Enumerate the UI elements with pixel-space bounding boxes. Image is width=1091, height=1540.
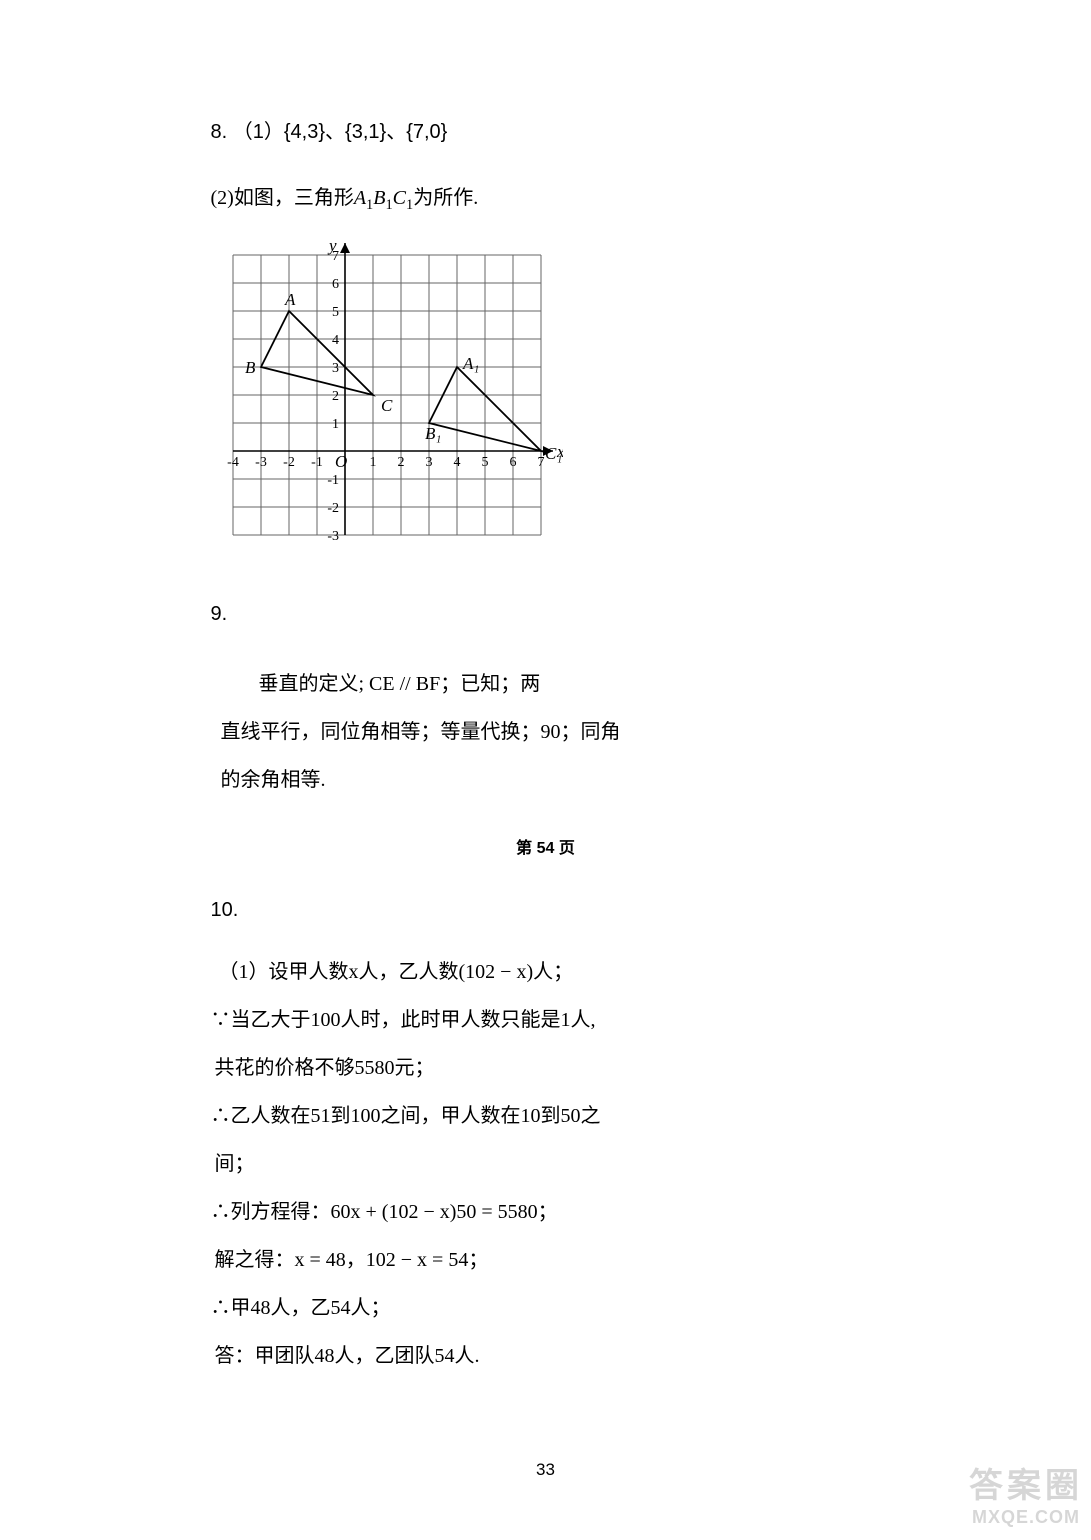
q8-line1: 8. （1）{4,3}、{3,1}、{7,0} <box>211 108 881 156</box>
q10-line-5: ∴列方程得：60x + (102 − x)50 = 5580； <box>211 1188 881 1236</box>
svg-text:B: B <box>245 358 256 377</box>
document-page: 8. （1）{4,3}、{3,1}、{7,0} (2)如图，三角形A1B1C1为… <box>171 80 921 1480</box>
watermark: 答案圈 MXQE.COM <box>969 1458 1083 1528</box>
svg-text:2: 2 <box>397 455 404 470</box>
q10-number: 10. <box>211 886 881 934</box>
q8-part1: （1）{4,3}、{3,1}、{7,0} <box>233 121 448 143</box>
svg-text:6: 6 <box>509 455 516 470</box>
svg-text:5: 5 <box>481 455 488 470</box>
svg-text:3: 3 <box>425 455 432 470</box>
svg-text:-2: -2 <box>283 455 295 470</box>
q8-line2: (2)如图，三角形A1B1C1为所作. <box>211 174 881 223</box>
q8-part2-tri: A1B1C1 <box>354 187 413 209</box>
svg-text:y: y <box>327 236 337 255</box>
svg-text:C₁: C₁ <box>545 444 562 463</box>
footer-page-number: 33 <box>211 1460 881 1480</box>
q9-line-0: 垂直的定义; CE // BF；已知；两 <box>211 660 881 708</box>
q10-line-2: 共花的价格不够5580元； <box>211 1044 881 1092</box>
q9-line-1: 直线平行，同位角相等；等量代换；90；同角 <box>211 708 881 756</box>
q8-part2-suffix: 为所作. <box>413 187 478 209</box>
svg-text:-3: -3 <box>255 455 267 470</box>
q10-line-3: ∴乙人数在51到100之间，甲人数在10到50之 <box>211 1092 881 1140</box>
svg-text:7: 7 <box>537 455 544 470</box>
q9-number: 9. <box>211 590 881 638</box>
q10-line-1: ∵当乙大于100人时，此时甲人数只能是1人, <box>211 996 881 1044</box>
svg-text:4: 4 <box>453 455 460 470</box>
svg-text:3: 3 <box>332 361 339 376</box>
svg-text:-3: -3 <box>327 529 339 544</box>
svg-text:C: C <box>381 396 393 415</box>
svg-text:6: 6 <box>332 277 339 292</box>
coord-grid-svg: -4-3-2-11234567-3-2-11234567OxyABCA₁B₁C₁ <box>211 233 563 557</box>
svg-text:-4: -4 <box>227 455 239 470</box>
svg-text:1: 1 <box>369 455 376 470</box>
svg-text:-1: -1 <box>311 455 323 470</box>
svg-text:4: 4 <box>332 333 339 348</box>
q8-number: 8. <box>211 121 228 143</box>
svg-text:1: 1 <box>332 417 339 432</box>
svg-text:5: 5 <box>332 305 339 320</box>
svg-text:O: O <box>335 452 347 471</box>
q10-line-0: （1）设甲人数x人，乙人数(102 − x)人； <box>211 948 881 996</box>
coordinate-figure: -4-3-2-11234567-3-2-11234567OxyABCA₁B₁C₁ <box>211 233 881 562</box>
q9-line-2: 的余角相等. <box>211 756 881 804</box>
page-marker: 第 54 页 <box>211 834 881 858</box>
q10-line-7: ∴甲48人，乙54人； <box>211 1284 881 1332</box>
svg-text:B₁: B₁ <box>425 424 441 443</box>
svg-text:A₁: A₁ <box>462 354 479 373</box>
watermark-top: 答案圈 <box>969 1458 1083 1507</box>
q8-part2-prefix: (2)如图，三角形 <box>211 187 354 209</box>
svg-text:-1: -1 <box>327 473 339 488</box>
svg-text:2: 2 <box>332 389 339 404</box>
q10-line-4: 间； <box>211 1140 881 1188</box>
watermark-bot: MXQE.COM <box>969 1507 1083 1528</box>
svg-text:-2: -2 <box>327 501 339 516</box>
svg-text:A: A <box>284 290 296 309</box>
q10-line-6: 解之得：x = 48，102 − x = 54； <box>211 1236 881 1284</box>
q10-line-8: 答：甲团队48人，乙团队54人. <box>211 1332 881 1380</box>
